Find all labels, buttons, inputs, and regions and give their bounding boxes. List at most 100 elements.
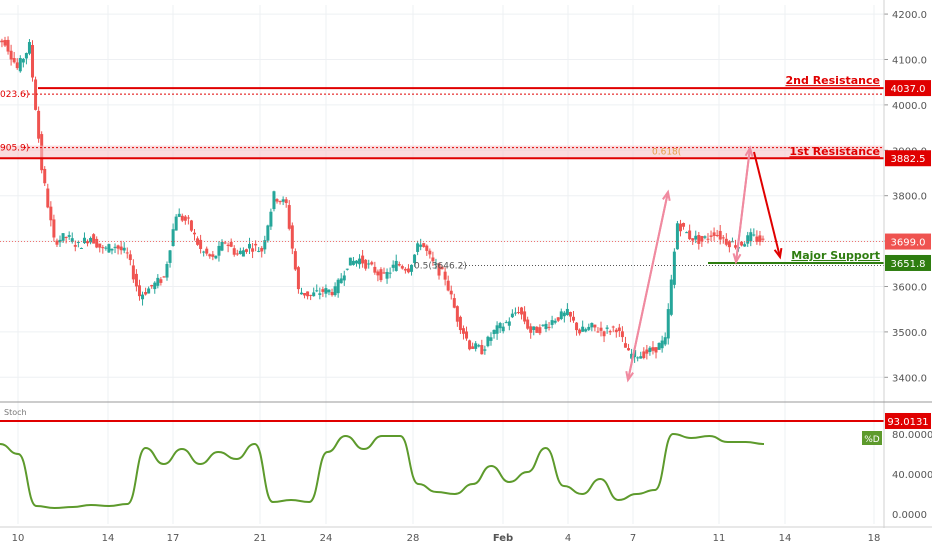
candle-body xyxy=(306,291,310,297)
candle-body xyxy=(706,238,710,240)
fib-05-label: 0.5(3646.2) xyxy=(414,262,467,272)
candle-body xyxy=(34,79,38,110)
candle-body xyxy=(229,241,233,247)
candle-body xyxy=(293,251,297,270)
candle-body xyxy=(746,235,750,244)
candle-body xyxy=(489,337,493,341)
arrow-projection-down-head xyxy=(773,247,783,260)
fib-905-label: 905.9) xyxy=(0,144,29,154)
candle-body xyxy=(309,294,313,296)
candle-body xyxy=(89,237,93,243)
candle-body xyxy=(220,241,224,251)
candle-body xyxy=(403,268,407,271)
time-tick-label: 18 xyxy=(868,533,881,544)
candle-body xyxy=(749,232,753,242)
candle-body xyxy=(241,250,245,257)
candle-body xyxy=(620,331,624,338)
price-tick-label: 4000.0 xyxy=(892,101,927,112)
candle-body xyxy=(504,322,508,324)
stoch-d-badge xyxy=(862,431,882,445)
candle-body xyxy=(755,236,759,242)
candle-body xyxy=(614,329,618,333)
candle-body xyxy=(147,288,151,294)
stoch-overbought-tag: 93.0131 xyxy=(887,417,928,428)
candle-body xyxy=(526,319,530,329)
candle-body xyxy=(688,230,692,240)
candle-body xyxy=(180,215,184,221)
candle-body xyxy=(15,62,19,69)
candle-body xyxy=(550,320,554,325)
major-support-price-tag: 3651.8 xyxy=(891,259,926,270)
stoch-overbought-tag-bg xyxy=(885,412,931,429)
candle-body xyxy=(492,329,496,335)
candle-body xyxy=(532,326,536,330)
candle-body xyxy=(141,294,145,300)
candle-body xyxy=(186,217,190,219)
candle-body xyxy=(645,349,649,354)
candle-body xyxy=(235,253,239,255)
candle-body xyxy=(153,282,157,290)
candle-body xyxy=(348,257,352,266)
candle-body xyxy=(565,308,569,316)
second-resistance-price-tag-bg xyxy=(885,80,931,97)
candle-body xyxy=(284,199,288,204)
candle-body xyxy=(324,288,328,294)
candle-body xyxy=(260,247,264,252)
candle-body xyxy=(660,340,664,349)
candle-body xyxy=(581,326,585,332)
candle-body xyxy=(0,40,4,43)
candle-body xyxy=(483,349,487,351)
candle-body xyxy=(743,244,747,247)
candle-body xyxy=(468,340,472,350)
first-resistance-price-tag-bg xyxy=(885,150,931,167)
fib-023-label: 023.6) xyxy=(0,90,29,100)
candle-body xyxy=(516,312,520,314)
price-tick-label: 4100.0 xyxy=(892,55,927,66)
candle-body xyxy=(299,292,303,295)
price-tick-label: 3400.0 xyxy=(892,373,927,384)
candle-body xyxy=(654,347,658,353)
candle-body xyxy=(596,331,600,333)
candle-body xyxy=(183,216,187,221)
candle-body xyxy=(76,241,80,243)
candle-body xyxy=(599,327,603,331)
candle-body xyxy=(199,239,203,249)
candle-body xyxy=(82,237,86,244)
stoch-panel: Stoch %D xyxy=(0,408,884,510)
time-tick-label: 14 xyxy=(779,533,792,544)
candle-body xyxy=(721,237,725,239)
candle-body xyxy=(281,199,285,202)
candle-body xyxy=(623,343,627,348)
candle-body xyxy=(455,306,459,322)
candle-body xyxy=(605,327,609,329)
candle-body xyxy=(150,285,154,287)
candle-body xyxy=(428,250,432,255)
candle-body xyxy=(318,293,322,295)
candle-body xyxy=(559,311,563,320)
candle-body xyxy=(727,241,731,248)
arrows xyxy=(625,145,783,383)
candle-body xyxy=(715,234,719,236)
candle-body xyxy=(529,326,533,333)
candle-body xyxy=(122,247,126,251)
candle-body xyxy=(410,264,414,272)
candle-body xyxy=(128,254,132,261)
candle-body xyxy=(64,236,68,238)
candle-body xyxy=(165,264,169,278)
candle-body xyxy=(6,39,10,52)
stoch-d-line xyxy=(0,432,765,510)
candle-body xyxy=(278,201,282,203)
candle-body xyxy=(104,247,108,249)
time-tick-label: 24 xyxy=(320,533,333,544)
candle-body xyxy=(611,326,615,328)
candle-body xyxy=(538,327,542,334)
candle-body xyxy=(211,254,215,257)
price-tick-label: 3800.0 xyxy=(892,192,927,203)
candle-body xyxy=(336,279,340,294)
candle-body xyxy=(12,58,16,63)
major-support-label: Major Support xyxy=(791,249,880,262)
candle-body xyxy=(443,271,447,280)
candle-body xyxy=(431,257,435,262)
candle-body xyxy=(223,242,227,244)
